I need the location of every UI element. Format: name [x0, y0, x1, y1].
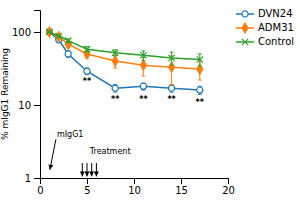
point	[197, 56, 203, 62]
significance-label: **	[139, 95, 148, 104]
legend-item: ADM31	[236, 22, 294, 33]
error-bar-cap	[170, 52, 174, 53]
y-axis-tick: 10	[18, 100, 40, 111]
error-bar-cap	[85, 46, 89, 47]
legend-swatch-marker	[242, 23, 248, 33]
legend-swatch-marker	[242, 11, 248, 17]
tick-mark	[34, 105, 40, 106]
point	[65, 38, 71, 44]
point	[169, 85, 175, 91]
annotation-arrow	[50, 139, 56, 169]
tick-mark	[181, 178, 182, 184]
legend-item: Control	[236, 36, 294, 47]
plot: 0 5 10 15 20 1 10 100% mIgG1 Remaining DVN24 ADM3…	[0, 8, 294, 196]
y-axis-tick: 1	[25, 173, 40, 184]
y-axis: 1 10 100	[12, 11, 41, 184]
point	[140, 60, 146, 70]
legend: DVN24 ADM31 Control	[236, 8, 294, 47]
point	[112, 56, 118, 66]
error-bar	[113, 55, 117, 68]
annotation-arrow	[87, 163, 88, 176]
significance-label: **	[196, 98, 205, 107]
point	[168, 55, 174, 61]
error-bar-cap	[170, 84, 174, 85]
tick-label: 100	[12, 27, 31, 38]
series-line	[49, 32, 199, 69]
tick-mark	[34, 32, 40, 33]
error-bar-cap	[113, 55, 117, 56]
point	[112, 85, 118, 91]
point	[46, 29, 52, 35]
x-axis-line	[41, 179, 229, 185]
error-bar-cap	[198, 53, 202, 54]
point	[65, 51, 71, 57]
tick-label: 10	[128, 185, 141, 196]
series-line	[49, 32, 199, 60]
error-bar-cap	[113, 49, 117, 50]
point	[140, 83, 146, 89]
error-bar-cap	[141, 75, 145, 76]
annotation: Treatment	[89, 147, 131, 156]
legend-label: ADM31	[258, 22, 294, 33]
point	[140, 52, 146, 58]
annotation-arrow	[91, 163, 92, 176]
point	[46, 27, 52, 37]
y-axis-title: % mIgG1 Remaining	[0, 48, 10, 140]
error-bar-cap	[113, 68, 117, 69]
chart: 0 5 10 15 20 1 10 100% mIgG1 Remaining DVN24 ADM3…	[0, 0, 300, 200]
point	[197, 87, 203, 93]
tick-label: 15	[175, 185, 188, 196]
error-bar	[141, 57, 145, 76]
annotation: mIgG1	[57, 130, 84, 139]
error-bar-cap	[198, 94, 202, 95]
tick-mark	[134, 178, 135, 184]
tick-mark	[87, 178, 88, 184]
tick-label: 20	[222, 185, 235, 196]
significance-label: **	[167, 95, 176, 104]
significance-label: **	[111, 95, 120, 104]
series	[46, 29, 203, 94]
series	[46, 29, 203, 66]
x-axis-tick: 10	[128, 178, 141, 196]
annotation-arrow	[82, 163, 83, 176]
point	[84, 46, 90, 52]
y-axis-tick: 100	[12, 27, 40, 38]
error-bar-cap	[198, 79, 202, 80]
tick-label: 5	[84, 185, 90, 196]
significance-label: **	[83, 77, 92, 86]
point	[56, 33, 62, 39]
annotation-arrow	[96, 163, 97, 176]
series	[46, 27, 202, 85]
tick-mark	[34, 178, 40, 179]
legend-label: DVN24	[258, 8, 293, 19]
x-axis: 0 5 10 15 20	[37, 178, 235, 196]
error-bar-cap	[141, 60, 145, 61]
error-bar-cap	[170, 84, 174, 85]
x-axis-tick: 20	[222, 178, 235, 196]
tick-label: 1	[25, 173, 31, 184]
legend-swatch-marker	[242, 39, 248, 45]
point	[112, 50, 118, 56]
x-axis-tick: 15	[175, 178, 188, 196]
series-line	[49, 32, 199, 90]
error-bar-cap	[141, 50, 145, 51]
error-bar-cap	[198, 66, 202, 67]
tick-label: 10	[18, 100, 31, 111]
x-axis-tick: 5	[84, 178, 90, 196]
legend-label: Control	[258, 36, 294, 47]
error-bar-cap	[170, 65, 174, 66]
tick-label: 0	[37, 185, 43, 196]
tick-mark	[228, 178, 229, 184]
point	[84, 68, 90, 74]
y-axis-line	[34, 11, 41, 179]
data-area	[46, 27, 203, 94]
error-bar-cap	[85, 52, 89, 53]
x-axis-tick: 0	[37, 178, 43, 196]
annotations: Treatment mIgG1 ** ** ** ** **	[50, 77, 205, 176]
legend-item: DVN24	[236, 8, 293, 19]
